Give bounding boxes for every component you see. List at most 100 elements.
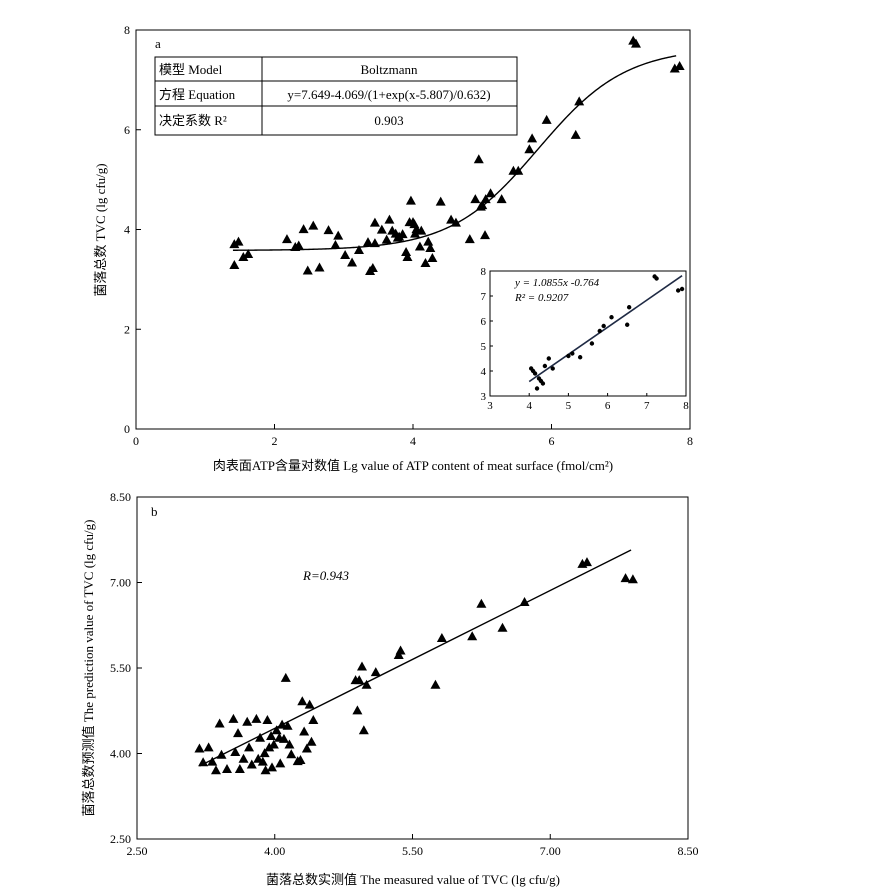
panel-b-data-point	[370, 667, 381, 677]
panel-a-data-point	[369, 238, 380, 248]
panel-a-data-point	[381, 234, 392, 244]
inset-data-point	[566, 353, 571, 359]
panel-b-data-point	[255, 732, 266, 742]
panel-a-data-point	[405, 195, 416, 205]
panel-b-data-point	[299, 726, 310, 736]
panel-a-data-point	[281, 234, 292, 244]
panel-a-x-tick-label: 2	[272, 434, 278, 448]
panel-b-y-tick-label: 4.00	[110, 747, 131, 761]
inset-equation: y = 1.0855x -0.764	[514, 277, 600, 289]
panel-a-data-point	[480, 230, 491, 240]
panel-a-data-point	[470, 194, 481, 204]
inset-data-point	[654, 276, 659, 281]
panel-b-data-point	[230, 746, 241, 756]
inset-data-point	[540, 381, 546, 386]
panel-b-data-point	[354, 675, 365, 685]
panel-b-x-tick-label: 4.00	[264, 844, 285, 858]
inset-y-tick-label: 8	[481, 266, 487, 278]
panel-a-data-point	[630, 38, 641, 48]
panel-b-data-point	[207, 756, 218, 766]
panel-b-data-point	[266, 762, 277, 772]
panel-a-data-point	[367, 263, 378, 273]
panel-b-data-point	[306, 736, 317, 746]
inset-data-point	[532, 371, 538, 376]
panel-b-y-tick-label: 5.50	[110, 661, 131, 675]
inset-data-point	[546, 356, 551, 361]
table-model-value: Boltzmann	[360, 62, 418, 77]
panel-a-data-point	[401, 247, 412, 257]
panel-b-y-axis-title: 菌落总数预测值 The prediction value of TVC (lg …	[81, 520, 96, 817]
panel-b-data-point	[519, 597, 530, 607]
inset-x-tick-label: 4	[526, 400, 532, 412]
panel-a-data-point	[513, 165, 524, 175]
panel-b-fit-line	[199, 549, 632, 767]
panel-a: a 模型 Model Boltzmann 方程 Equation y=7.649…	[93, 23, 693, 473]
panel-b-x-tick-label: 2.50	[127, 844, 148, 858]
panel-b-data-point	[352, 705, 363, 715]
inset-y-tick-label: 6	[481, 316, 487, 328]
panel-b-data-point	[627, 574, 638, 584]
panel-b-x-tick-label: 5.50	[402, 844, 423, 858]
panel-a-data-point	[243, 249, 254, 259]
inset-y-ticks: 3 4 5 6 7 8	[481, 266, 493, 403]
inset-data-point	[601, 323, 606, 329]
panel-a-y-ticks: 0 2 4 6 8	[124, 23, 141, 436]
panel-b-data-point	[221, 764, 232, 774]
panel-b-data-point	[620, 573, 631, 583]
panel-a-x-tick-label: 0	[133, 434, 139, 448]
panel-a-label: a	[155, 36, 161, 51]
panel-a-data-point	[229, 239, 240, 249]
panel-b-data-point	[251, 713, 262, 723]
table-r2-value: 0.903	[374, 113, 403, 128]
panel-a-data-point	[298, 224, 309, 234]
panel-a-data-point	[414, 241, 425, 251]
panel-a-data-point	[570, 129, 581, 139]
panel-a-data-point	[423, 236, 434, 246]
inset-x-tick-label: 6	[605, 400, 611, 412]
panel-b-points	[194, 557, 638, 775]
panel-a-inset: 3 4 5 6 7 8 3 4 5 6 7 8 y = 1.0855x -0.764 R² = 0.…	[481, 266, 690, 412]
inset-data-point	[597, 328, 602, 334]
inset-x-tick-label: 5	[566, 400, 572, 412]
inset-data-point	[609, 315, 614, 320]
inset-data-point	[534, 386, 540, 391]
panel-b-data-point	[234, 764, 245, 774]
inset-data-point	[550, 366, 555, 371]
table-r2-label: 决定系数 R²	[159, 113, 227, 128]
panel-a-model-table: 模型 Model Boltzmann 方程 Equation y=7.649-4…	[154, 56, 518, 136]
panel-a-data-point	[541, 114, 552, 124]
panel-b-data-point	[214, 718, 225, 728]
panel-a-data-point	[574, 96, 585, 106]
panel-b-data-point	[436, 632, 447, 642]
table-equation-label: 方程 Equation	[159, 87, 236, 102]
panel-b-regression-line	[199, 549, 632, 767]
inset-data-point	[679, 286, 685, 292]
panel-a-data-point	[333, 230, 344, 240]
panel-b-data-point	[259, 748, 270, 758]
panel-a-data-point	[496, 194, 507, 204]
panel-b-data-point	[282, 720, 293, 730]
panel-a-data-point	[524, 144, 535, 154]
panel-a-data-point	[464, 234, 475, 244]
panel-a-data-point	[674, 61, 685, 71]
panel-b-data-point	[395, 645, 406, 655]
panel-b-data-point	[430, 679, 441, 689]
table-equation-value: y=7.649-4.069/(1+exp(x-5.807)/0.632)	[287, 87, 490, 102]
panel-a-data-point	[527, 133, 538, 143]
panel-a-data-point	[353, 245, 364, 255]
inset-r-squared: R² = 0.9207	[514, 292, 569, 304]
panel-a-data-point	[302, 265, 313, 275]
panel-a-x-tick-label: 6	[549, 434, 555, 448]
panel-b-y-tick-label: 7.00	[110, 576, 131, 590]
panel-b-x-tick-label: 8.50	[678, 844, 699, 858]
panel-a-data-point	[293, 240, 304, 250]
panel-b-data-point	[203, 742, 214, 752]
panel-b-data-point	[308, 715, 319, 725]
panel-a-data-point	[369, 217, 380, 227]
panel-b-data-point	[271, 725, 282, 735]
inset-x-tick-label: 3	[487, 400, 493, 412]
panel-b-data-point	[238, 753, 249, 763]
panel-b-data-point	[257, 756, 268, 766]
panel-a-x-tick-label: 4	[410, 434, 416, 448]
panel-a-y-tick-label: 2	[124, 322, 130, 336]
